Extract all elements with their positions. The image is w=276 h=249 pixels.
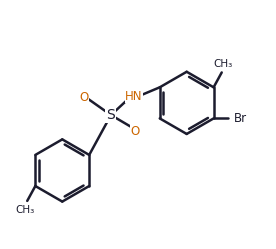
- Text: Br: Br: [234, 112, 247, 125]
- Text: O: O: [131, 125, 140, 138]
- Text: CH₃: CH₃: [15, 205, 35, 215]
- Text: O: O: [79, 91, 89, 104]
- Text: S: S: [107, 108, 115, 122]
- Text: CH₃: CH₃: [213, 59, 233, 69]
- Text: HN: HN: [125, 90, 143, 103]
